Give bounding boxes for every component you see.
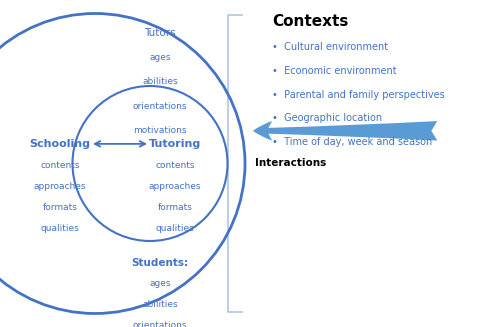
Text: Contexts: Contexts (272, 14, 349, 29)
Text: approaches: approaches (149, 182, 201, 191)
Text: approaches: approaches (34, 182, 86, 191)
Text: contents: contents (155, 161, 195, 170)
Text: Tutoring: Tutoring (149, 139, 201, 149)
Text: •  Time of day, week and season: • Time of day, week and season (272, 137, 433, 146)
Text: •  Parental and family perspectives: • Parental and family perspectives (272, 90, 446, 99)
Text: abilities: abilities (142, 300, 178, 309)
Text: orientations: orientations (133, 320, 187, 327)
Text: qualities: qualities (156, 224, 194, 233)
Text: •  Economic environment: • Economic environment (272, 66, 397, 76)
Text: Students:: Students: (132, 258, 188, 268)
Text: orientations: orientations (133, 102, 187, 111)
Text: •  Geographic location: • Geographic location (272, 113, 382, 123)
Text: ages: ages (149, 279, 171, 288)
Text: formats: formats (42, 203, 78, 212)
Text: formats: formats (158, 203, 192, 212)
Text: Interactions: Interactions (255, 159, 326, 168)
Text: Tutors: Tutors (144, 28, 176, 38)
Text: abilities: abilities (142, 77, 178, 86)
Text: motivations: motivations (133, 126, 187, 135)
Text: qualities: qualities (40, 224, 80, 233)
Text: Schooling: Schooling (30, 139, 90, 149)
Text: ages: ages (149, 53, 171, 62)
Text: •  Cultural environment: • Cultural environment (272, 43, 388, 52)
Text: contents: contents (40, 161, 80, 170)
